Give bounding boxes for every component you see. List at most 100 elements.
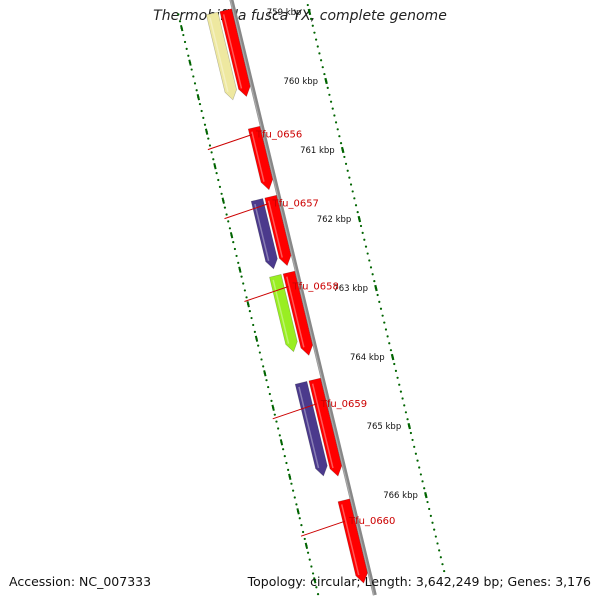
gene-label-leader [244, 286, 289, 302]
track-minor-tick [287, 468, 290, 471]
track-minor-tick [223, 206, 227, 209]
track-minor-tick [267, 385, 270, 389]
axis-minor-tick [386, 335, 389, 338]
track-major-tick [246, 301, 250, 308]
axis-minor-tick [306, 3, 309, 7]
axis-minor-tick [363, 238, 366, 241]
track-minor-tick [218, 185, 222, 188]
gene-label-leader [224, 203, 269, 220]
track-major-tick [296, 508, 300, 515]
gene-feature-shine-7 [254, 203, 270, 262]
axis-minor-tick [403, 404, 406, 407]
track-minor-tick [202, 116, 205, 119]
track-minor-tick [308, 558, 311, 561]
track-major-tick [304, 542, 309, 549]
axis-minor-tick [373, 280, 376, 283]
track-minor-tick [283, 454, 286, 458]
axis-minor-tick [348, 176, 351, 179]
axis-major-tick [424, 491, 428, 499]
track-minor-tick [208, 144, 212, 147]
track-major-tick [238, 266, 242, 273]
axis-minor-tick [339, 142, 343, 145]
track-minor-tick [242, 282, 245, 285]
track-minor-tick [250, 316, 253, 320]
axis-minor-tick [436, 542, 439, 545]
axis-minor-tick [429, 514, 432, 517]
axis-minor-tick [336, 128, 339, 131]
axis-minor-tick [364, 245, 368, 248]
gene-feature-cds-0 [219, 8, 251, 98]
track-minor-tick [277, 427, 280, 430]
axis-minor-tick [361, 231, 364, 234]
axis-minor-tick [343, 155, 346, 159]
axis-minor-tick [441, 563, 444, 566]
axis-minor-tick [354, 204, 358, 207]
axis-minor-tick [428, 507, 431, 511]
gene-label: Tfu_0656 [255, 130, 302, 141]
gene-label: Tfu_0658 [291, 281, 338, 292]
track-minor-tick [185, 47, 188, 50]
gene-feature-func-9 [294, 381, 328, 477]
axis-minor-tick [434, 535, 437, 538]
track-minor-tick [285, 461, 288, 465]
axis-major-tick [407, 422, 412, 430]
axis-major-tick [340, 146, 345, 154]
track-major-tick [188, 59, 192, 66]
axis-minor-tick [319, 59, 323, 62]
track-minor-tick [210, 151, 213, 154]
axis-minor-tick [389, 349, 393, 352]
gene-label-leader [207, 134, 253, 151]
track-minor-tick [310, 565, 313, 568]
axis-minor-tick [439, 556, 442, 559]
track-major-tick [263, 370, 267, 377]
gene-label: Tfu_0659 [320, 399, 367, 410]
axis-minor-tick [406, 418, 409, 421]
axis-minor-tick [329, 100, 333, 103]
gene-feature-shine-3 [286, 276, 305, 348]
axis-minor-tick [316, 45, 319, 48]
track-minor-tick [243, 289, 246, 292]
track-minor-tick [182, 33, 185, 37]
axis-minor-tick [359, 224, 363, 228]
track-minor-tick [275, 420, 278, 423]
gene-feature-shine-6 [209, 17, 229, 92]
track-minor-tick [237, 261, 240, 264]
axis-minor-tick [315, 38, 318, 41]
gene-feature-func-6 [205, 11, 237, 101]
track-minor-tick [227, 220, 230, 223]
track-minor-tick [268, 392, 271, 396]
track-minor-tick [262, 365, 265, 368]
axis-minor-tick [423, 487, 426, 490]
track-minor-tick [215, 171, 218, 175]
gene-feature-shine-2 [267, 200, 283, 258]
track-major-tick [288, 473, 292, 480]
axis-minor-tick [393, 362, 396, 366]
axis-tick-label: 762 kbp [317, 215, 352, 225]
axis-minor-tick [384, 328, 388, 331]
track-minor-tick [282, 448, 285, 451]
track-minor-tick [193, 82, 197, 85]
axis-major-tick [390, 353, 395, 361]
track-minor-tick [207, 137, 210, 140]
track-minor-tick [200, 109, 203, 113]
track-minor-tick [220, 192, 223, 195]
axis-minor-tick [431, 521, 434, 524]
track-minor-tick [292, 489, 295, 492]
track-major-tick [254, 335, 259, 342]
axis-minor-tick [416, 459, 419, 462]
gene-feature-cds-1 [247, 125, 274, 191]
axis-minor-tick [323, 72, 326, 76]
genome-backbone-highlight [229, 0, 375, 596]
track-major-tick [313, 577, 317, 584]
track-minor-tick [270, 399, 273, 402]
track-minor-tick [212, 158, 215, 161]
track-minor-tick [192, 75, 195, 78]
axis-minor-tick [344, 162, 348, 165]
gene-feature-func-7 [250, 198, 278, 270]
axis-minor-tick [421, 480, 424, 483]
track-minor-tick [235, 254, 238, 258]
track-major-tick [279, 439, 284, 446]
track-minor-tick [232, 241, 235, 244]
axis-minor-tick [409, 431, 412, 435]
